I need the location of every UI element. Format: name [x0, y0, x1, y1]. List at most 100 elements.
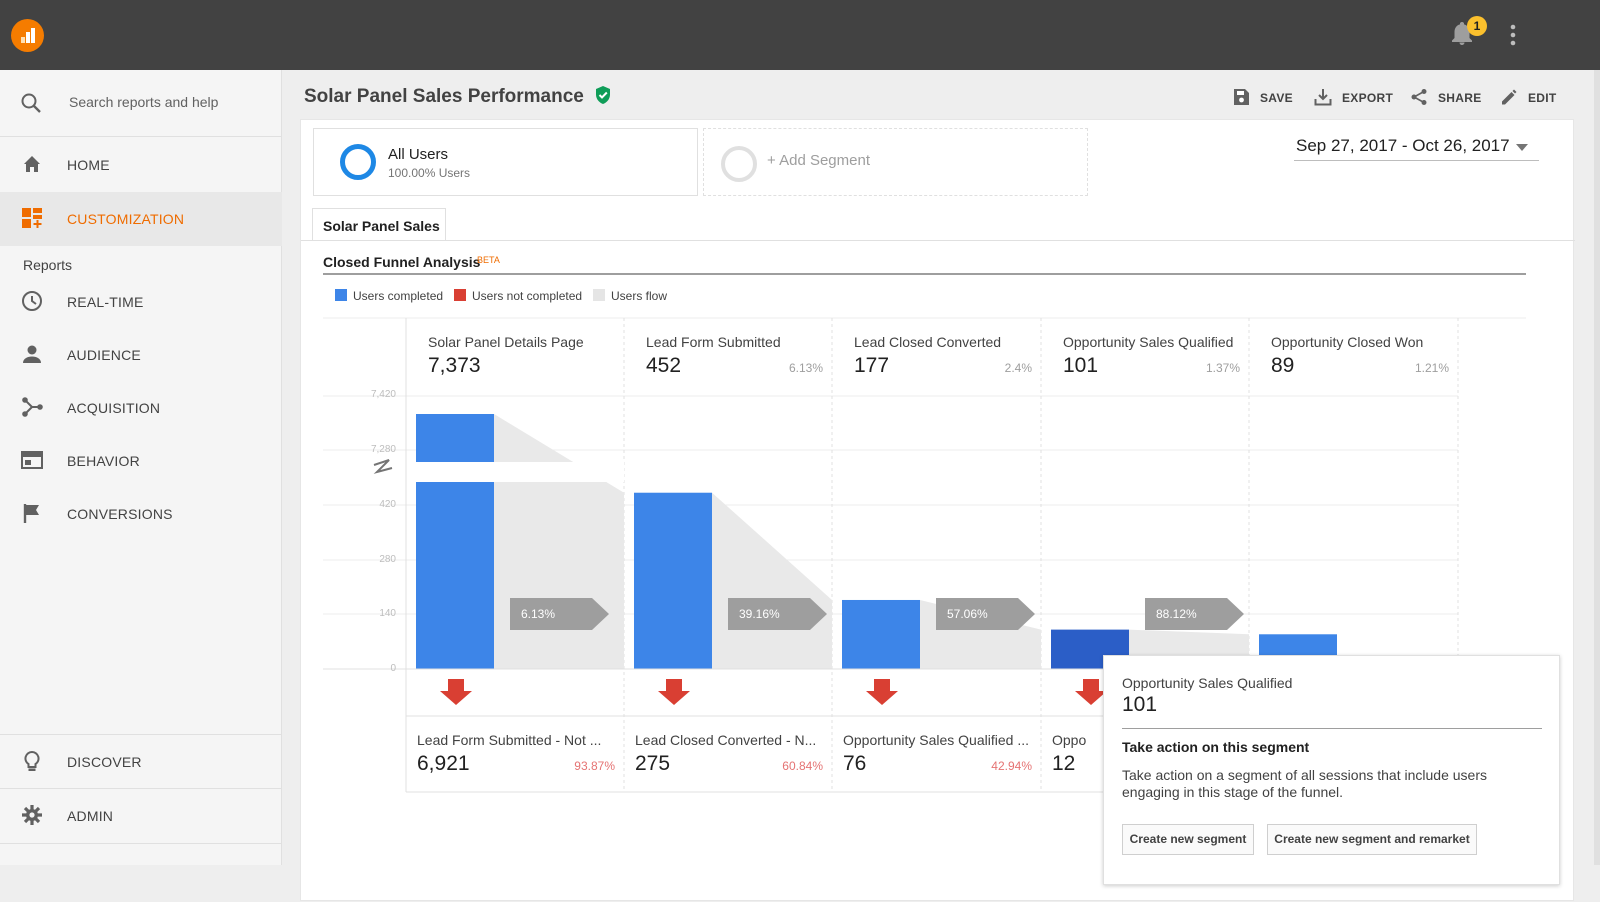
- legend-swatch: [454, 289, 466, 301]
- flow-percentage-label: 39.16%: [739, 607, 780, 621]
- pencil-icon: [1500, 88, 1518, 111]
- dropoff-arrow-icon: [658, 679, 690, 705]
- stage-name: Lead Closed Converted: [854, 334, 1002, 350]
- clock-icon: [21, 290, 43, 317]
- dropoff-percentage: 60.84%: [782, 759, 823, 773]
- sidebar-item-label: ADMIN: [67, 808, 114, 824]
- legend-swatch: [593, 289, 605, 301]
- bar-users-completed: [416, 482, 494, 669]
- flow-percentage-arrow: [728, 598, 827, 630]
- beta-badge: BETA: [477, 255, 500, 265]
- save-icon: [1232, 88, 1250, 111]
- stage-name: Opportunity Closed Won: [1271, 334, 1424, 350]
- flag-icon: [21, 502, 43, 529]
- y-tick-label: 280: [379, 554, 396, 565]
- behavior-icon: [21, 449, 43, 476]
- popover-stage-count: 101: [1122, 693, 1158, 716]
- download-icon: [1314, 88, 1332, 111]
- dropoff-count: 6,921: [417, 752, 470, 775]
- dropoff-count: 76: [843, 752, 867, 775]
- create-segment-button[interactable]: Create new segment: [1122, 824, 1254, 855]
- page-title: Solar Panel Sales Performance: [304, 86, 584, 107]
- save-label: SAVE: [1260, 91, 1293, 105]
- date-range-picker[interactable]: Sep 27, 2017 - Oct 26, 2017: [1294, 133, 1539, 161]
- segment-action-popover: Opportunity Sales Qualified 101 Take act…: [1103, 655, 1560, 885]
- bar-users-completed: [416, 414, 494, 462]
- popover-divider: [1122, 728, 1542, 729]
- sidebar-item-behavior[interactable]: BEHAVIOR: [0, 434, 282, 488]
- sidebar-item-acquisition[interactable]: ACQUISITION: [0, 381, 282, 435]
- date-range-label: Sep 27, 2017 - Oct 26, 2017: [1296, 136, 1510, 155]
- legend-label: Users flow: [611, 289, 668, 303]
- dropoff-count: 12: [1052, 752, 1076, 775]
- sidebar-item-label: REAL-TIME: [67, 294, 144, 310]
- sidebar-item-audience[interactable]: AUDIENCE: [0, 328, 282, 382]
- sidebar-item-admin[interactable]: ADMIN: [0, 789, 282, 843]
- dropoff-arrow-icon: [1075, 679, 1107, 705]
- sidebar: Search reports and help HOME CUSTOMIZATI…: [0, 70, 282, 865]
- stage-count: 89: [1271, 354, 1295, 377]
- divider: [0, 843, 282, 844]
- search-row[interactable]: Search reports and help: [0, 70, 282, 137]
- stage-count: 7,373: [428, 354, 481, 377]
- y-tick-label: 7,280: [370, 444, 396, 455]
- sidebar-item-label: HOME: [67, 157, 110, 173]
- popover-stage-name: Opportunity Sales Qualified: [1122, 675, 1293, 691]
- gear-icon: [21, 804, 43, 831]
- dropoff-arrow-icon: [440, 679, 472, 705]
- sidebar-item-discover[interactable]: DISCOVER: [0, 735, 282, 789]
- y-tick-label: 420: [379, 499, 396, 510]
- sidebar-item-conversions[interactable]: CONVERSIONS: [0, 487, 282, 541]
- tab-solar-panel-sales[interactable]: Solar Panel Sales: [312, 208, 446, 241]
- bar-users-completed: [634, 492, 712, 669]
- users-flow-area: [494, 414, 624, 669]
- add-segment-button[interactable]: + Add Segment: [703, 128, 1088, 196]
- dropoff-name: Lead Closed Converted - N...: [635, 732, 817, 748]
- stage-percentage: 1.21%: [1414, 361, 1449, 375]
- divider: [0, 788, 282, 789]
- sidebar-item-label: AUDIENCE: [67, 347, 141, 363]
- legend-label: Users completed: [353, 289, 444, 303]
- chevron-down-icon: [1516, 144, 1528, 151]
- dropoff-name: Opportunity Sales Qualified ...: [843, 732, 1029, 748]
- popover-description: Take action on a segment of all sessions…: [1122, 767, 1487, 800]
- dropoff-percentage: 93.87%: [574, 759, 615, 773]
- search-input[interactable]: Search reports and help: [69, 94, 219, 110]
- users-flow-area: [712, 492, 832, 669]
- scrollbar[interactable]: [1594, 70, 1600, 865]
- flow-percentage-label: 57.06%: [947, 607, 988, 621]
- edit-label: EDIT: [1528, 91, 1557, 105]
- sidebar-item-realtime[interactable]: REAL-TIME: [0, 275, 282, 329]
- stage-name: Solar Panel Details Page: [428, 334, 584, 350]
- flow-percentage-arrow: [510, 598, 609, 630]
- main-content: Solar Panel Sales Performance SAVE EXPOR…: [282, 70, 1600, 901]
- stage-percentage: 6.13%: [788, 361, 823, 375]
- sidebar-item-customization[interactable]: CUSTOMIZATION: [0, 192, 282, 246]
- y-tick-label: 7,420: [370, 389, 396, 400]
- sidebar-item-label: BEHAVIOR: [67, 453, 140, 469]
- more-options-icon[interactable]: [1510, 24, 1516, 51]
- funnel-title-rule: [323, 273, 1526, 275]
- stage-percentage: 2.4%: [1004, 361, 1032, 375]
- lightbulb-icon: [21, 750, 43, 777]
- dropoff-arrow-icon: [866, 679, 898, 705]
- stage-name: Lead Form Submitted: [646, 334, 781, 350]
- dropoff-percentage: 42.94%: [991, 759, 1032, 773]
- sidebar-item-home[interactable]: HOME: [0, 138, 282, 192]
- analytics-logo[interactable]: [11, 19, 44, 52]
- verified-shield-icon: [594, 85, 612, 110]
- y-tick-label: 140: [379, 608, 396, 619]
- export-label: EXPORT: [1342, 91, 1394, 105]
- segment-placeholder-icon: [721, 146, 757, 182]
- divider: [0, 734, 282, 735]
- segment-all-users[interactable]: All Users 100.00% Users: [313, 128, 698, 196]
- legend-swatch: [335, 289, 347, 301]
- search-icon: [20, 92, 42, 119]
- axis-break-gap: [494, 462, 624, 482]
- flow-percentage-label: 6.13%: [521, 607, 556, 621]
- stage-percentage: 1.37%: [1205, 361, 1240, 375]
- person-icon: [21, 343, 43, 370]
- dashboard-icon: [21, 207, 43, 234]
- create-segment-remarket-button[interactable]: Create new segment and remarket: [1267, 824, 1477, 855]
- acquisition-icon: [21, 396, 43, 423]
